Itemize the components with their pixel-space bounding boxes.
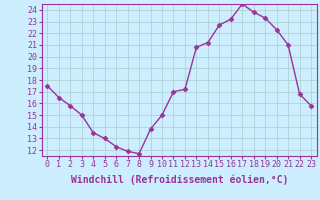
X-axis label: Windchill (Refroidissement éolien,°C): Windchill (Refroidissement éolien,°C) [70, 175, 288, 185]
